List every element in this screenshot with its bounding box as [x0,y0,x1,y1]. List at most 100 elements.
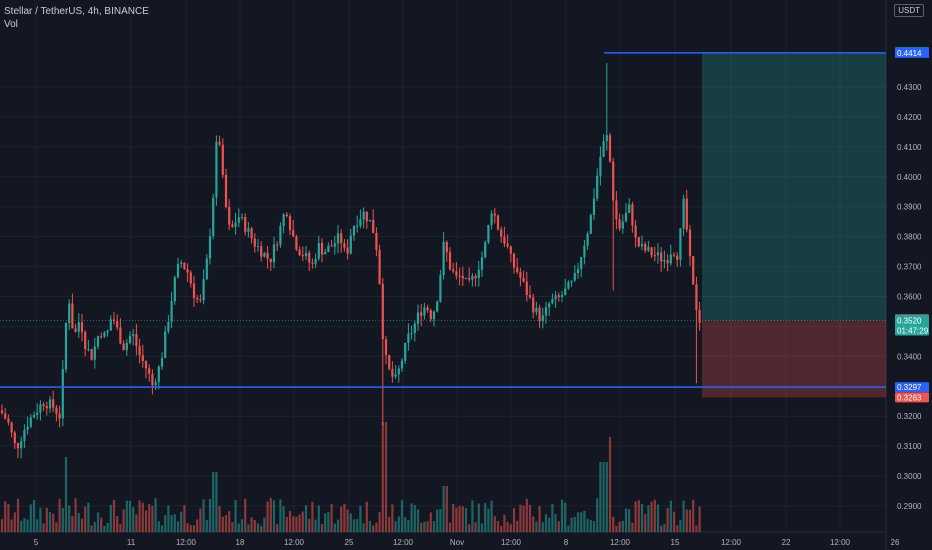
candle-body [698,310,701,323]
volume-bar [141,502,144,532]
y-tick-label: 0.4000 [897,173,922,182]
candle-body [192,283,196,298]
volume-bar [10,519,13,532]
currency-button[interactable]: USDT [894,4,924,17]
candle-body [20,441,23,449]
candle-body [125,342,128,351]
candle-body [301,255,304,257]
candle-body [695,284,698,311]
candle-body [122,343,125,351]
candle-body [231,224,234,227]
volume-bar [599,462,602,532]
candle-body [464,277,468,279]
candle-body [493,213,496,216]
volume-bar [186,523,189,532]
volume-bar [343,503,346,532]
volume-bar [324,513,327,532]
candle-body [68,303,71,323]
candle-body [410,333,413,335]
x-tick-label: 12:00 [721,538,742,547]
candle-body [324,251,327,255]
volume-bar [167,505,170,532]
volume-bar [362,523,365,532]
volume-bar [269,498,272,532]
volume-bar [55,522,58,532]
candle-body [26,426,29,430]
volume-bar [605,462,608,532]
volume-bar [103,525,106,532]
candle-body [311,262,314,264]
candle-body [506,243,509,247]
candle-body [477,269,480,279]
volume-bar [90,525,93,532]
volume-bar [381,422,384,532]
volume-bar [106,522,109,532]
volume-bar [634,501,637,532]
candle-body [144,361,148,369]
candle-body [308,252,311,263]
candle-body [29,417,32,427]
volume-bar [301,511,304,532]
candle-body [352,226,356,236]
candle-body [528,294,532,298]
volume-bar [224,515,228,532]
candle-body [525,281,528,295]
candle-body [272,244,276,263]
volume-bar [0,519,4,532]
volume-bar [64,457,68,532]
candle-body [461,275,464,279]
volume-bar [528,504,532,532]
candle-body [576,269,580,274]
candle-body [522,277,525,282]
volume-bar [112,499,116,532]
volume-bar [304,505,308,532]
candle-body [39,404,42,413]
profit-zone [702,52,886,321]
volume-bar [589,520,592,532]
line-price-label-bg [895,47,929,58]
candle-body [215,141,218,198]
candle-body [452,269,455,272]
candle-body [592,198,596,216]
candle-body [644,244,647,251]
x-tick-label: 12:00 [610,538,631,547]
volume-bar [660,525,663,532]
volume-bar [573,517,576,532]
volume-bar [80,518,84,532]
volume-bar [365,501,368,532]
candle-body [400,360,404,369]
candle-body [96,336,100,347]
volume-bar [215,472,218,532]
candle-body [250,228,253,239]
volume-bar [672,511,676,532]
candle-body [10,422,13,433]
volume-bar [212,472,215,532]
volume-bar [500,525,503,532]
candle-body [624,212,628,222]
candle-body [512,253,516,268]
volume-bar [608,437,612,532]
symbol-label[interactable]: Stellar / TetherUS, 4h, BINANCE [4,6,149,17]
volume-bar [404,517,407,532]
candle-body [32,414,36,418]
candle-body [532,297,535,313]
volume-bar [116,515,119,532]
candle-body [669,254,672,264]
volume-bar [208,498,212,532]
candle-body [484,242,487,258]
volume-bar [503,514,506,532]
candle-body [343,243,346,248]
candle-body [212,197,215,237]
volume-bar [247,524,250,532]
candle-body [548,303,551,308]
candle-body [340,233,343,244]
volume-bar [372,525,375,532]
candle-body [356,225,359,227]
candle-body [93,346,96,360]
volume-bar [576,512,580,532]
volume-bar [71,515,74,532]
volume-bar [618,521,621,532]
candle-body [445,241,448,253]
volume-bar [647,504,650,532]
